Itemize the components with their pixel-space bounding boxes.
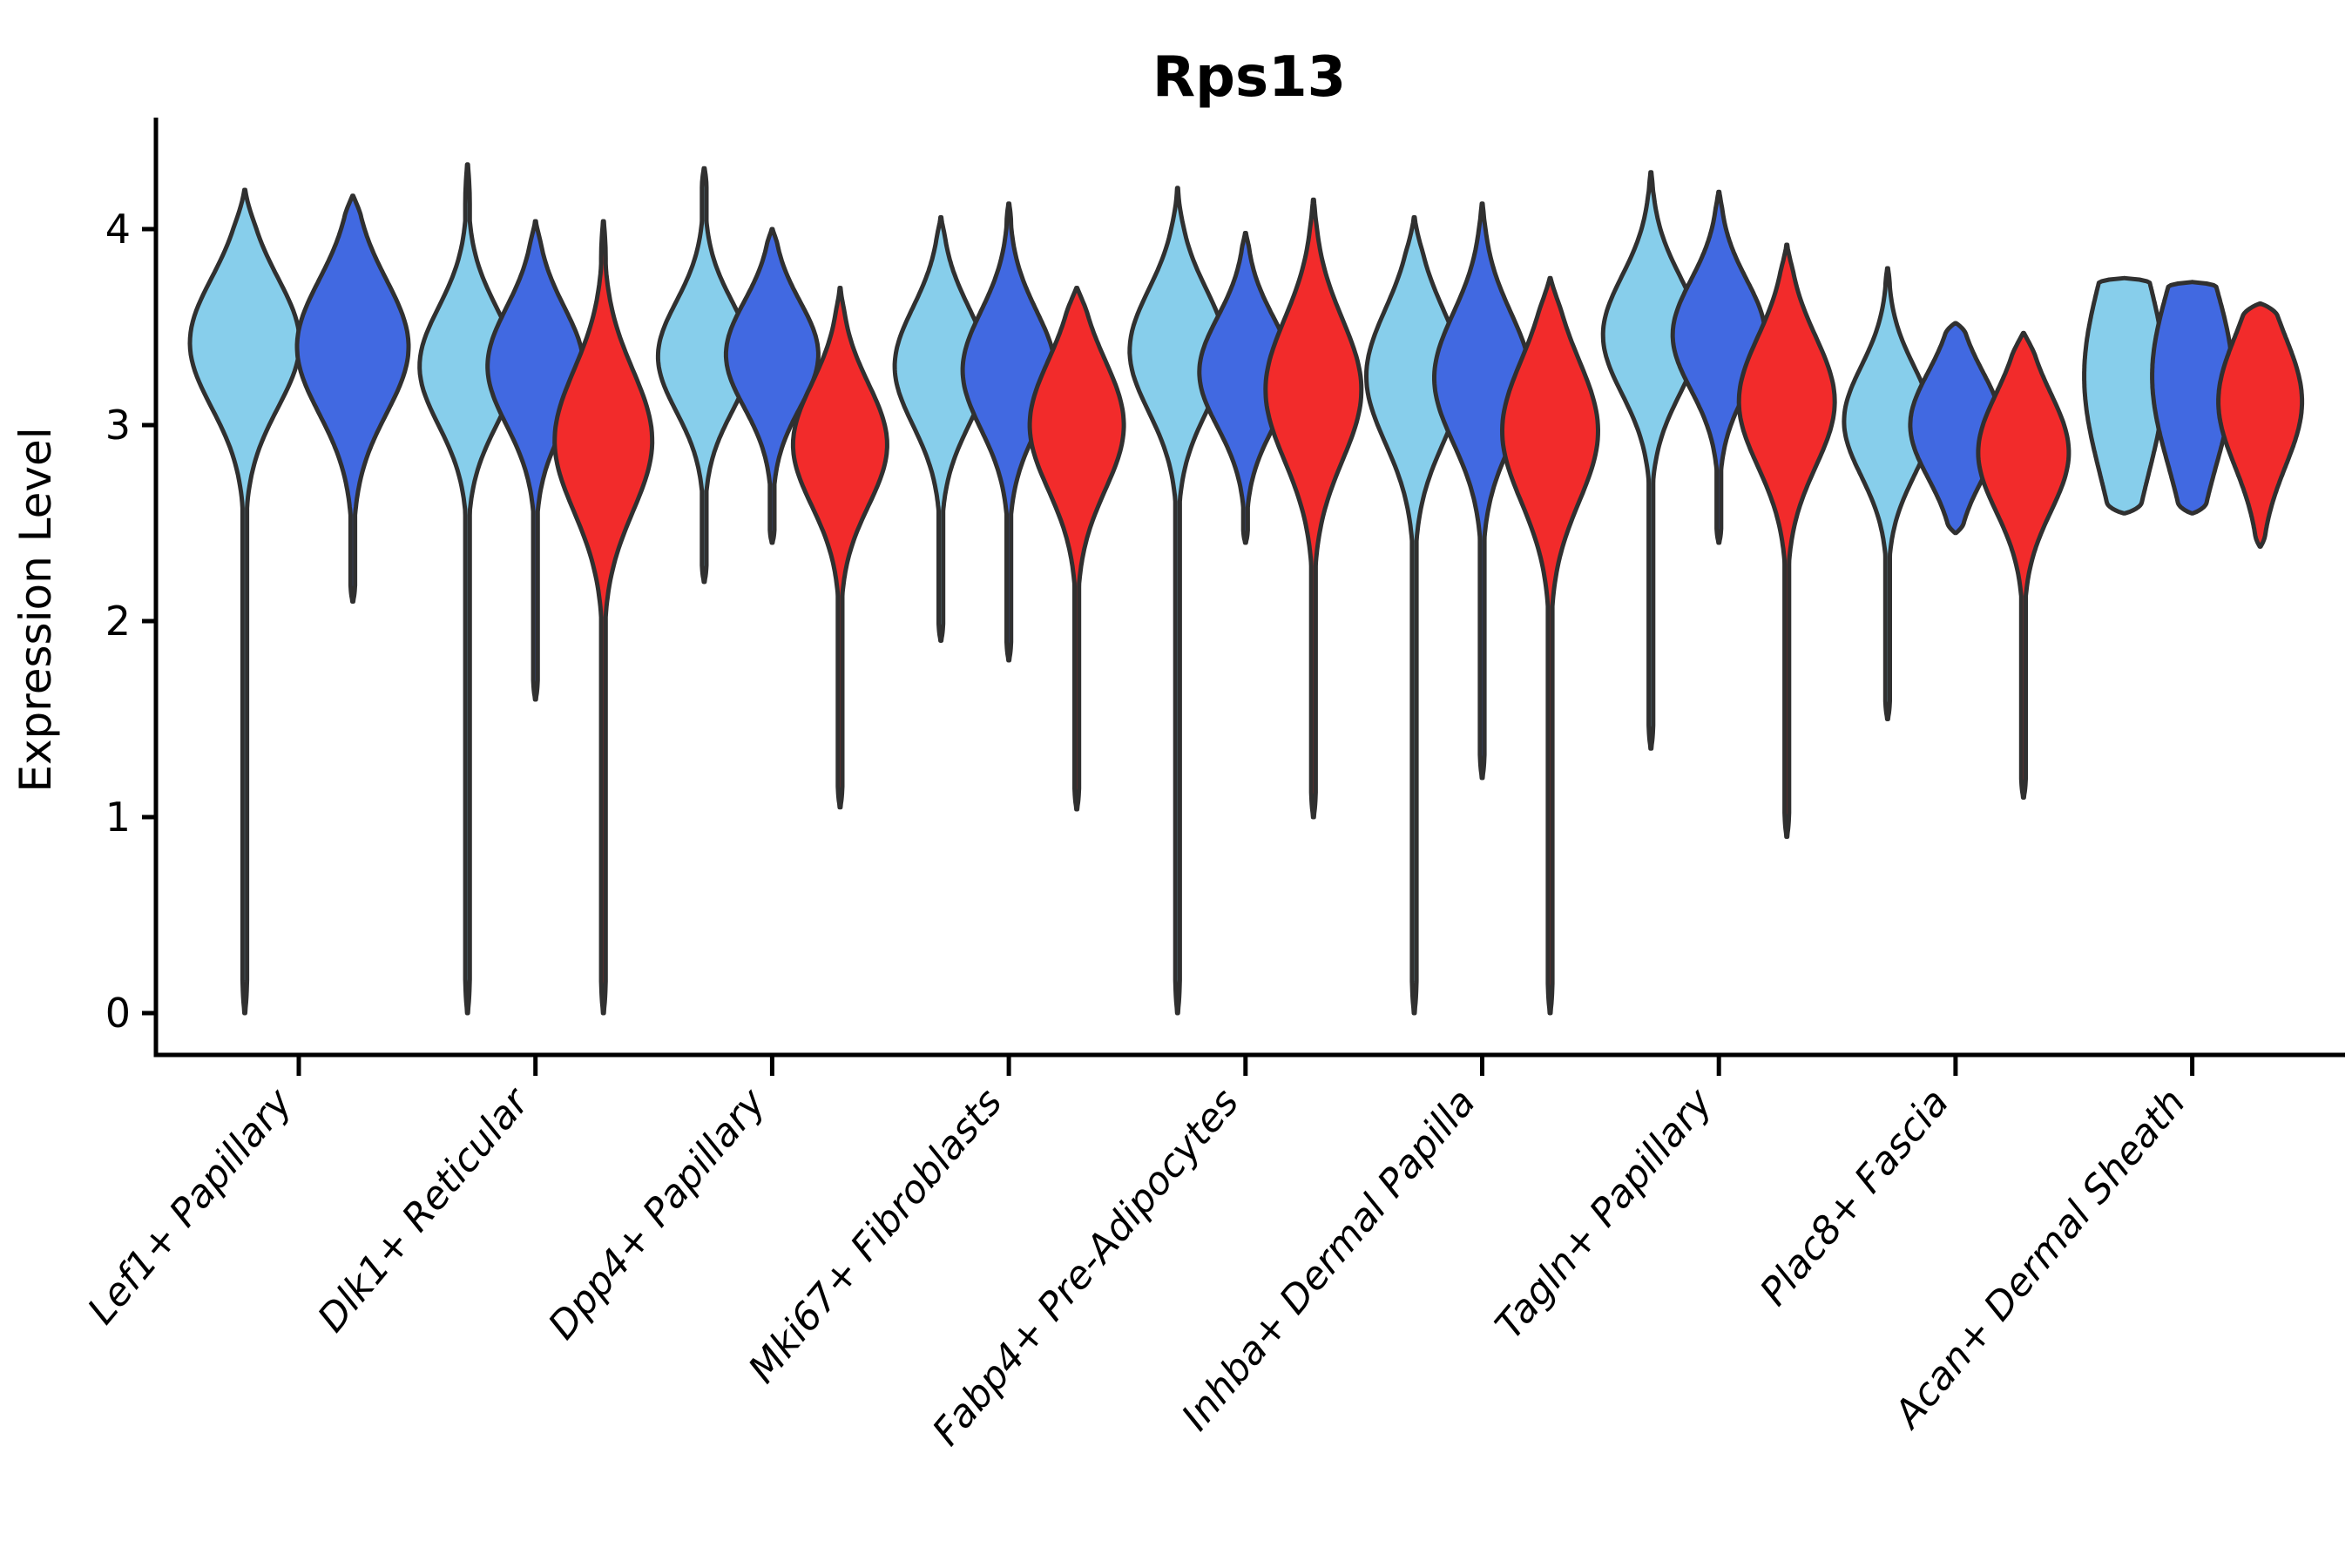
violins-layer bbox=[187, 162, 2305, 1016]
violin-dlk1-reticular-skyblue bbox=[417, 162, 518, 1016]
y-tick-label-3: 3 bbox=[105, 402, 131, 449]
violin-inhba-dermal-papilla-skyblue bbox=[1364, 215, 1464, 1016]
violin-lef1-papillary-skyblue bbox=[187, 187, 302, 1016]
violin-mki67-fibroblasts-skyblue bbox=[892, 215, 990, 643]
violin-mki67-fibroblasts-red bbox=[1027, 286, 1126, 812]
x-tick-label-plac8-fascia: Plac8+ Fascia bbox=[1752, 1080, 1958, 1314]
violin-dpp4-papillary-royalblue bbox=[723, 226, 821, 545]
violin-plac8-fascia-skyblue bbox=[1842, 266, 1934, 721]
violin-dlk1-reticular-red bbox=[552, 219, 655, 1016]
violin-fabp4-pre-adipocytes-skyblue bbox=[1127, 186, 1228, 1016]
x-tick-label-lef1-papillary: Lef1+ Papillary bbox=[79, 1080, 301, 1333]
y-tick-label-2: 2 bbox=[105, 598, 131, 645]
chart-title: Rps13 bbox=[1152, 45, 1346, 110]
violin-dpp4-papillary-red bbox=[790, 286, 889, 810]
violin-acan-dermal-sheath-red bbox=[2216, 301, 2305, 549]
y-tick-label-1: 1 bbox=[105, 794, 131, 841]
violin-dlk1-reticular-royalblue bbox=[485, 219, 586, 702]
x-tick-label-tagln-papillary: Tagln+ Papillary bbox=[1487, 1080, 1721, 1348]
violin-inhba-dermal-papilla-red bbox=[1500, 275, 1600, 1016]
x-tick-label-dlk1-reticular: Dlk1+ Reticular bbox=[309, 1078, 539, 1341]
violin-tagln-papillary-red bbox=[1736, 242, 1837, 839]
x-tick-label-mki67-fibroblasts: Mki67+ Fibroblasts bbox=[740, 1080, 1010, 1391]
violin-fabp4-pre-adipocytes-royalblue bbox=[1197, 231, 1294, 545]
y-tick-label-0: 0 bbox=[105, 990, 131, 1037]
y-axis-label: Expression Level bbox=[10, 427, 61, 792]
y-tick-label-4: 4 bbox=[105, 206, 131, 253]
violin-inhba-dermal-papilla-royalblue bbox=[1432, 201, 1532, 781]
violin-dpp4-papillary-skyblue bbox=[655, 166, 753, 585]
violin-mki67-fibroblasts-royalblue bbox=[960, 201, 1058, 663]
violin-plac8-fascia-red bbox=[1976, 330, 2072, 800]
violin-tagln-papillary-skyblue bbox=[1600, 170, 1701, 751]
violin-lef1-papillary-royalblue bbox=[294, 193, 411, 604]
violin-fabp4-pre-adipocytes-red bbox=[1263, 197, 1364, 820]
violin-tagln-papillary-royalblue bbox=[1670, 189, 1767, 545]
x-tick-label-dpp4-papillary: Dpp4+ Papillary bbox=[540, 1080, 775, 1348]
